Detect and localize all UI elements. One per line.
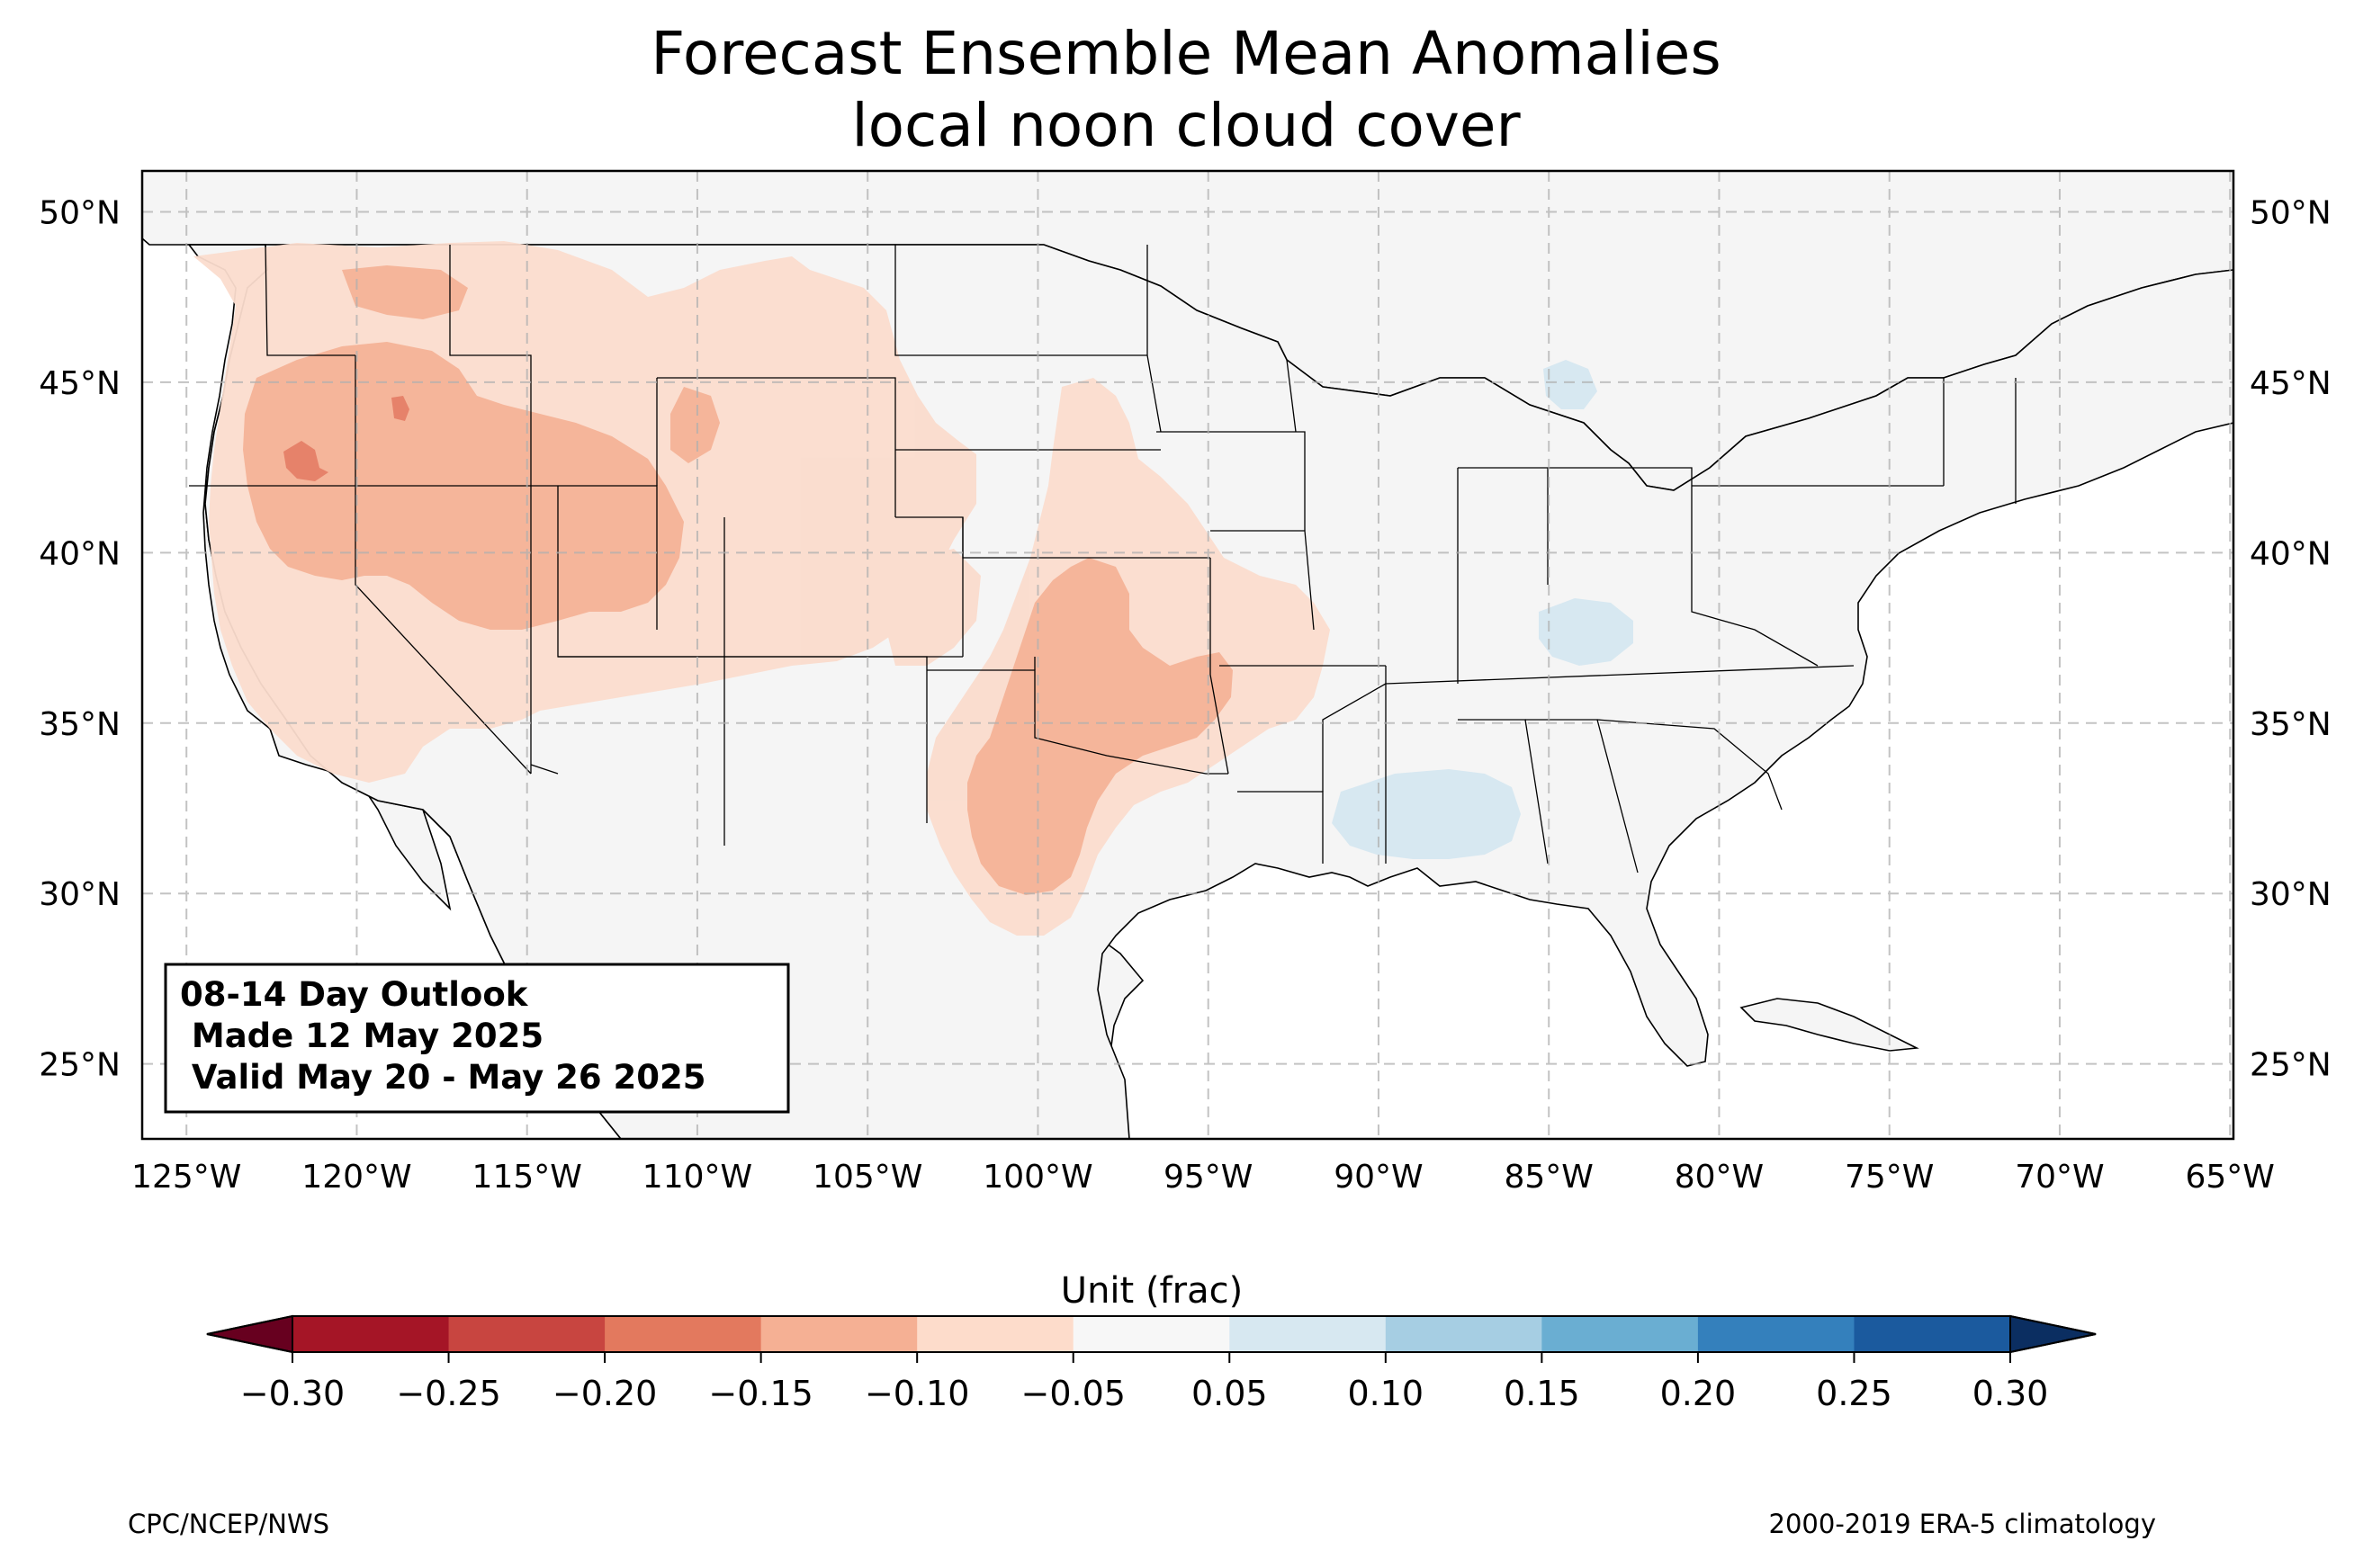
footer-left: CPC/NCEP/NWS xyxy=(128,1509,329,1539)
colorbar-tick-label: −0.30 xyxy=(240,1374,345,1413)
title-line-2: local noon cloud cover xyxy=(851,91,1521,160)
colorbar-tick-label: −0.05 xyxy=(1021,1374,1126,1413)
lon-tick-labels: 125°W 120°W 115°W 110°W 105°W 100°W 95°W 90°W 85… xyxy=(131,1159,2275,1196)
lat-tick-labels-right: 25°N 30°N 35°N 40°N 45°N 50°N xyxy=(2250,194,2332,1083)
colorbar xyxy=(206,1314,2097,1363)
colorbar-tick-label: 0.25 xyxy=(1816,1374,1892,1413)
lat-tick-labels-left: 25°N 30°N 35°N 40°N 45°N 50°N xyxy=(39,194,121,1083)
wyoming-anomaly-medium xyxy=(670,387,720,463)
colorbar-extend-high xyxy=(2009,1314,2097,1354)
lat-tick-label-right: 40°N xyxy=(2250,535,2332,572)
lon-tick-label: 75°W xyxy=(1845,1159,1934,1196)
footer-right: 2000-2019 ERA-5 climatology xyxy=(1769,1509,2156,1539)
lat-tick-label-right: 25°N xyxy=(2250,1047,2332,1084)
kentucky-anomaly-blue xyxy=(1539,598,1633,666)
lat-tick-label-left: 50°N xyxy=(39,194,121,231)
colorbar-bin xyxy=(1697,1316,1855,1352)
map-frame xyxy=(140,169,2235,1141)
lat-tick-label-left: 40°N xyxy=(39,535,121,572)
lat-tick-label-right: 50°N xyxy=(2250,194,2332,231)
info-box-line-3: Valid May 20 - May 26 2025 xyxy=(180,1058,705,1097)
colorbar-bin xyxy=(605,1316,762,1352)
anomaly-dark-red xyxy=(283,396,409,481)
lat-tick-label-left: 25°N xyxy=(39,1047,121,1084)
lat-tick-label-left: 45°N xyxy=(39,365,121,402)
colorbar-bin xyxy=(292,1316,450,1352)
lon-tick-label: 90°W xyxy=(1334,1159,1423,1196)
map-panel: 08-14 Day Outlook Made 12 May 2025 Valid… xyxy=(142,171,2233,1139)
lon-tick-label: 80°W xyxy=(1675,1159,1764,1196)
central-anomaly-light xyxy=(886,549,981,666)
colorbar-bin xyxy=(1854,1316,2011,1352)
lon-tick-label: 70°W xyxy=(2015,1159,2104,1196)
lon-tick-label: 115°W xyxy=(472,1159,582,1196)
colorbar-extend-low xyxy=(206,1314,293,1354)
lat-tick-label-left: 35°N xyxy=(39,706,121,743)
colorbar-tick-label: 0.05 xyxy=(1191,1374,1268,1413)
colorbar-tick-label: 0.30 xyxy=(1972,1374,2049,1413)
lon-tick-label: 100°W xyxy=(983,1159,1092,1196)
title-line-1: Forecast Ensemble Mean Anomalies xyxy=(651,19,1721,88)
colorbar-tick-label: −0.20 xyxy=(553,1374,657,1413)
info-box-line-1: 08-14 Day Outlook xyxy=(180,975,529,1014)
oregon-anomaly-dark xyxy=(283,441,328,481)
colorbar-bin xyxy=(1073,1316,1230,1352)
colorbar-tick-label: −0.10 xyxy=(865,1374,969,1413)
colorbar-tick-labels: −0.30 −0.25 −0.20 −0.15 −0.10 −0.05 0.05 0.10 0.… xyxy=(240,1374,2049,1413)
colorbar-tick-label: −0.25 xyxy=(396,1374,500,1413)
colorbar-bin xyxy=(1385,1316,1542,1352)
idaho-anomaly-medium xyxy=(342,265,468,319)
lon-tick-label: 105°W xyxy=(813,1159,922,1196)
lon-tick-label: 125°W xyxy=(131,1159,241,1196)
colorbar-tick-label: 0.15 xyxy=(1504,1374,1580,1413)
colorbar-tick-label: 0.20 xyxy=(1660,1374,1737,1413)
colorbar-bin xyxy=(1541,1316,1699,1352)
lon-tick-label: 110°W xyxy=(642,1159,752,1196)
texas-anomaly-medium xyxy=(967,558,1233,895)
lon-tick-label: 65°W xyxy=(2186,1159,2275,1196)
lat-tick-label-right: 30°N xyxy=(2250,876,2332,913)
lat-tick-label-right: 45°N xyxy=(2250,365,2332,402)
lat-tick-label-left: 30°N xyxy=(39,876,121,913)
colorbar-tick-label: −0.15 xyxy=(708,1374,813,1413)
lat-tick-label-right: 35°N xyxy=(2250,706,2332,743)
lon-tick-label: 85°W xyxy=(1505,1159,1594,1196)
colorbar-bin xyxy=(760,1316,918,1352)
idaho-anomaly-dark xyxy=(391,396,409,421)
lon-tick-label: 120°W xyxy=(301,1159,411,1196)
lon-tick-label: 95°W xyxy=(1164,1159,1253,1196)
michigan-anomaly-blue xyxy=(1543,360,1597,409)
state-borders xyxy=(189,244,2017,874)
info-box: 08-14 Day Outlook Made 12 May 2025 Valid… xyxy=(164,963,790,1114)
colorbar-bin xyxy=(448,1316,606,1352)
colorbar-label: Unit (frac) xyxy=(1061,1270,1243,1312)
colorbar-tick-label: 0.10 xyxy=(1348,1374,1424,1413)
colorbar-bin xyxy=(1229,1316,1387,1352)
cuba-land xyxy=(1739,998,1919,1052)
colorbar-bin xyxy=(917,1316,1074,1352)
info-box-line-2: Made 12 May 2025 xyxy=(180,1017,544,1055)
